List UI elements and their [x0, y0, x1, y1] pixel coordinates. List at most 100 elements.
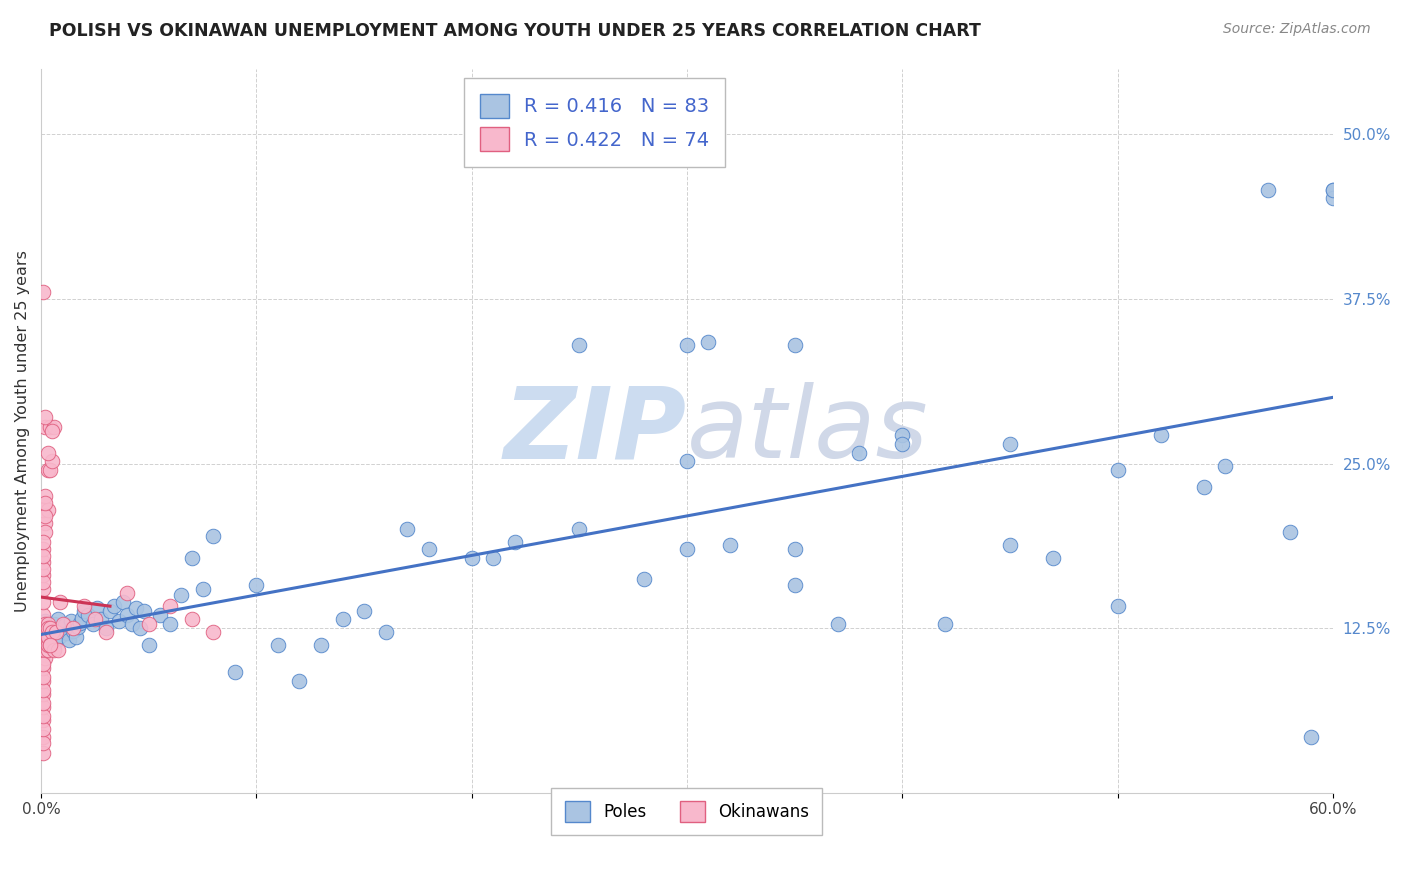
Point: [482, 551, 505, 566]
Point: [998, 538, 1021, 552]
Point: [418, 542, 440, 557]
Point: [32, 542, 55, 557]
Point: [32, 562, 55, 576]
Point: [827, 617, 849, 632]
Point: [37, 643, 59, 657]
Point: [332, 612, 354, 626]
Point: [309, 638, 332, 652]
Point: [32, 628, 55, 642]
Point: [125, 601, 148, 615]
Point: [32, 687, 55, 701]
Point: [32, 549, 55, 563]
Point: [37, 630, 59, 644]
Point: [32, 682, 55, 697]
Point: [159, 599, 181, 613]
Point: [34, 490, 56, 504]
Point: [34, 643, 56, 657]
Point: [1278, 524, 1301, 539]
Point: [32, 502, 55, 516]
Point: [41, 625, 63, 640]
Legend: Poles, Okinawans: Poles, Okinawans: [551, 788, 823, 835]
Point: [115, 585, 138, 599]
Point: [1213, 459, 1236, 474]
Point: [998, 436, 1021, 450]
Point: [32, 700, 55, 714]
Point: [32, 746, 55, 760]
Point: [288, 673, 311, 688]
Point: [460, 551, 482, 566]
Point: [49, 629, 72, 643]
Text: ZIP: ZIP: [503, 382, 688, 479]
Point: [45, 634, 67, 648]
Point: [1301, 731, 1323, 745]
Point: [32, 670, 55, 684]
Point: [1107, 599, 1129, 613]
Point: [34, 651, 56, 665]
Point: [52, 617, 75, 632]
Point: [37, 638, 59, 652]
Point: [58, 632, 80, 647]
Point: [32, 723, 55, 737]
Point: [32, 568, 55, 582]
Point: [891, 436, 914, 450]
Point: [94, 621, 117, 635]
Point: [848, 446, 870, 460]
Point: [37, 617, 59, 632]
Point: [32, 621, 55, 635]
Point: [353, 604, 375, 618]
Point: [676, 454, 699, 468]
Point: [42, 617, 65, 632]
Point: [77, 607, 100, 622]
Point: [32, 660, 55, 674]
Point: [86, 601, 108, 615]
Point: [32, 648, 55, 662]
Point: [718, 538, 741, 552]
Point: [34, 419, 56, 434]
Point: [32, 713, 55, 727]
Point: [568, 522, 591, 536]
Y-axis label: Unemployment Among Youth under 25 years: Unemployment Among Youth under 25 years: [15, 250, 30, 612]
Point: [38, 638, 60, 652]
Point: [38, 463, 60, 477]
Point: [633, 573, 655, 587]
Point: [45, 625, 67, 640]
Point: [38, 419, 60, 434]
Point: [32, 634, 55, 648]
Point: [32, 535, 55, 549]
Point: [32, 595, 55, 609]
Point: [180, 612, 202, 626]
Point: [107, 615, 129, 629]
Point: [138, 617, 160, 632]
Point: [34, 615, 56, 629]
Point: [37, 625, 59, 640]
Point: [783, 542, 806, 557]
Point: [94, 625, 117, 640]
Point: [245, 577, 267, 591]
Point: [34, 509, 56, 524]
Point: [37, 634, 59, 648]
Point: [62, 624, 84, 638]
Point: [37, 621, 59, 635]
Point: [32, 574, 55, 589]
Point: [60, 615, 83, 629]
Point: [41, 454, 63, 468]
Point: [38, 638, 60, 652]
Point: [52, 623, 75, 637]
Point: [34, 496, 56, 510]
Point: [53, 618, 76, 632]
Point: [90, 612, 112, 626]
Point: [70, 610, 93, 624]
Point: [202, 529, 225, 543]
Point: [1257, 183, 1279, 197]
Point: [121, 617, 143, 632]
Point: [148, 607, 170, 622]
Point: [46, 612, 69, 626]
Point: [134, 604, 156, 618]
Point: [32, 709, 55, 723]
Point: [202, 625, 225, 640]
Point: [676, 338, 699, 352]
Point: [32, 736, 55, 750]
Point: [82, 617, 104, 632]
Point: [396, 522, 419, 536]
Point: [62, 621, 84, 635]
